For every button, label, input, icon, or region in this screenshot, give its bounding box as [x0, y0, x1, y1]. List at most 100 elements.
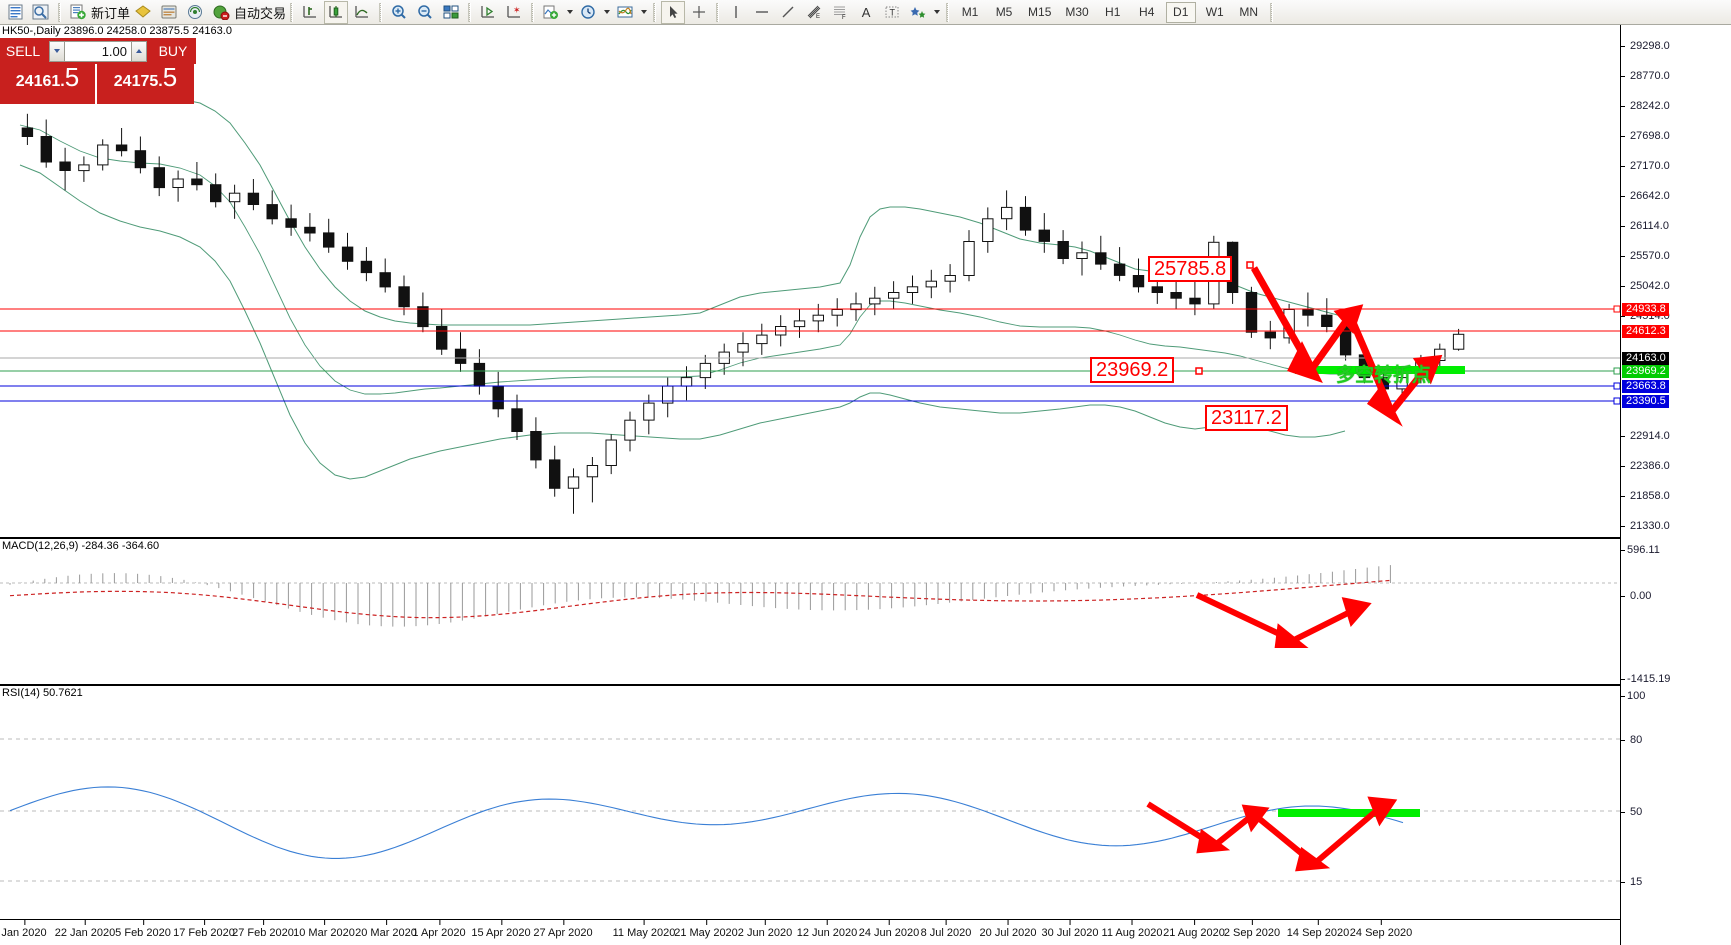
terminal-icon[interactable]	[157, 1, 181, 24]
sell-price[interactable]: 24161 . 5	[0, 64, 97, 104]
chart-shift-icon[interactable]: ✶	[502, 1, 526, 24]
toolbar-separator-3	[379, 2, 383, 22]
price-scale[interactable]: 29298.0 28770.0 28242.0 27698.0 27170.0 …	[1620, 25, 1731, 945]
pane-separator-macd[interactable]	[0, 537, 1731, 539]
timeframe-w1[interactable]: W1	[1205, 5, 1224, 19]
expert-advisor-icon[interactable]	[131, 1, 155, 24]
price-pane-graphics	[0, 84, 1620, 514]
new-order-label[interactable]: 新订单	[91, 5, 131, 21]
time-tick: 8 Jul 2020	[920, 919, 972, 939]
svg-text:✶: ✶	[513, 5, 521, 15]
price-tick: 25570.0	[1621, 251, 1670, 262]
pane-separator-rsi[interactable]	[0, 684, 1731, 686]
time-tick: 17 Feb 2020	[173, 919, 235, 939]
price-tick: 21330.0	[1621, 521, 1670, 532]
indicators-icon[interactable]	[539, 1, 563, 24]
time-tick: 21 Aug 2020	[1163, 919, 1225, 939]
trendline-icon[interactable]	[776, 1, 800, 24]
fibonacci-retracement-icon[interactable]: F	[828, 1, 852, 24]
time-tick: 5 Feb 2020	[115, 919, 171, 939]
autotrading-label[interactable]: 自动交易	[234, 5, 287, 21]
timeframe-m1[interactable]: M1	[961, 5, 979, 19]
time-tick: 20 Jul 2020	[979, 919, 1037, 939]
indicators-dropdown-caret[interactable]	[564, 1, 575, 24]
vertical-line-icon[interactable]	[724, 1, 748, 24]
timeframe-h1[interactable]: H1	[1105, 5, 1121, 19]
text-icon[interactable]: A	[861, 4, 871, 20]
text-label-icon[interactable]: T	[880, 1, 904, 24]
price-tick: 29298.0	[1621, 41, 1670, 52]
sell-price-integer: 24161	[15, 73, 61, 90]
support-badge-blue-2[interactable]: 23390.5	[1622, 395, 1669, 408]
cursor-icon[interactable]	[661, 0, 686, 24]
tile-windows-icon[interactable]	[439, 1, 463, 24]
horizontal-line-icon[interactable]	[750, 1, 774, 24]
support-badge-green[interactable]: 23969.2	[1622, 365, 1669, 378]
macd-tick-max: 596.11	[1621, 545, 1660, 556]
volume-input[interactable]: 1.00	[65, 40, 131, 62]
timeframe-m30[interactable]: M30	[1065, 5, 1089, 19]
support-level-label[interactable]: 23969.2	[1090, 357, 1175, 383]
toolbar-separator	[58, 2, 61, 22]
line-chart-icon[interactable]	[350, 1, 374, 24]
buy-price[interactable]: 24175 . 5	[97, 64, 194, 104]
market-watch-icon[interactable]	[3, 1, 27, 24]
data-window-icon[interactable]	[29, 1, 53, 24]
support-badge-blue-1[interactable]: 23663.8	[1622, 380, 1669, 393]
timeframe-h4[interactable]: H4	[1139, 5, 1155, 19]
svg-text:E: E	[816, 14, 820, 20]
time-tick: 14 Sep 2020	[1286, 919, 1350, 939]
objects-dropdown-caret[interactable]	[931, 1, 942, 24]
swing-low-label[interactable]: 23117.2	[1205, 405, 1288, 431]
svg-text:T: T	[890, 8, 896, 18]
sell-price-fraction: 5	[64, 62, 80, 92]
time-tick: 30 Jul 2020	[1041, 919, 1099, 939]
auto-scroll-icon[interactable]	[476, 1, 500, 24]
candlestick-chart-icon[interactable]	[324, 0, 349, 24]
time-tick: 2 Jun 2020	[737, 919, 793, 939]
zoom-in-icon[interactable]	[387, 1, 411, 24]
rsi-tick-15: 15	[1621, 877, 1642, 888]
volume-stepper[interactable]: 1.00	[46, 38, 150, 64]
swing-high-label[interactable]: 25785.8	[1148, 256, 1233, 282]
timeframe-m15[interactable]: M15	[1028, 5, 1052, 19]
periods-dropdown-caret[interactable]	[601, 1, 612, 24]
buy-price-separator: .	[158, 73, 163, 90]
timeframe-m5[interactable]: M5	[995, 5, 1013, 19]
chart-canvas[interactable]: HK50-,Daily 23896.0 24258.0 23875.5 2416…	[0, 25, 1731, 945]
buy-button[interactable]: BUY	[150, 38, 196, 64]
rsi-indicator-label: RSI(14) 50.7621	[2, 687, 83, 699]
time-tick: 10 Mar 2020	[293, 919, 355, 939]
last-price-badge[interactable]: 24163.0	[1622, 352, 1669, 365]
one-click-trading-panel[interactable]: SELL 1.00 BUY 24161 . 5 24175 . 5	[0, 38, 196, 104]
timeframe-mn[interactable]: MN	[1239, 5, 1259, 19]
signals-icon[interactable]	[183, 1, 207, 24]
periods-icon[interactable]	[576, 1, 600, 24]
resistance-badge-1[interactable]: 24933.8	[1622, 303, 1669, 316]
rsi-tick-80: 80	[1621, 735, 1642, 746]
equidistant-channel-icon[interactable]: E	[802, 1, 826, 24]
time-tick: 1 Apr 2020	[412, 919, 466, 939]
volume-increase-button[interactable]	[131, 40, 147, 62]
templates-icon[interactable]	[613, 1, 637, 24]
toolbar-separator-5	[531, 2, 535, 22]
rsi-support-zone	[1278, 809, 1420, 817]
timeframe-d1[interactable]: D1	[1165, 1, 1196, 23]
turning-point-note[interactable]: 多空转折点	[1336, 364, 1432, 386]
toolbar-separator-7	[716, 2, 720, 22]
price-tick: 28242.0	[1621, 101, 1670, 112]
crosshair-icon[interactable]	[687, 1, 711, 24]
zoom-out-icon[interactable]	[413, 1, 437, 24]
bar-chart-icon[interactable]	[298, 1, 322, 24]
new-order-icon[interactable]	[66, 1, 90, 24]
resistance-badge-2[interactable]: 24612.3	[1622, 325, 1669, 338]
sell-button[interactable]: SELL	[0, 38, 46, 64]
time-axis[interactable]: Jan 2020 22 Jan 2020 5 Feb 2020 17 Feb 2…	[0, 919, 1620, 945]
toolbar-separator-2	[290, 2, 294, 22]
time-tick: 11 May 2020	[612, 919, 676, 939]
volume-decrease-button[interactable]	[49, 40, 65, 62]
objects-icon[interactable]	[906, 1, 930, 24]
templates-dropdown-caret[interactable]	[638, 1, 649, 24]
autotrading-icon[interactable]	[209, 1, 233, 24]
buy-price-integer: 24175	[113, 73, 159, 90]
